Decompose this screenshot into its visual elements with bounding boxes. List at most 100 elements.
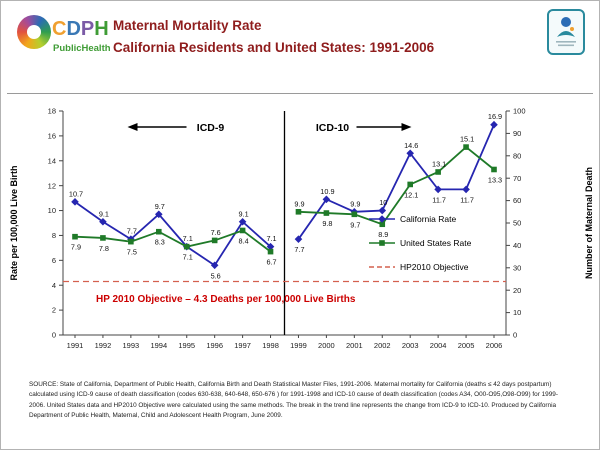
- svg-text:1997: 1997: [234, 341, 251, 350]
- svg-text:8: 8: [52, 231, 56, 240]
- svg-text:2004: 2004: [430, 341, 447, 350]
- data-point-label: 7.5: [127, 248, 137, 257]
- data-point-marker: [238, 217, 247, 226]
- data-point-marker: [267, 248, 274, 255]
- icd9-label: ICD-9: [197, 122, 225, 134]
- data-point-marker: [435, 169, 441, 175]
- title-line-2: California Residents and United States: …: [113, 40, 435, 55]
- data-point-marker: [294, 235, 303, 243]
- california-rate-series: 10.7 9.1 7.7 9.7 7.1 5.6 9.1 7.1 7.7 10.9 9.9 10 14.…: [69, 112, 502, 280]
- mortality-line-chart: 0 2 4 6 8 10 12 14 16 18 Rate per 100,000 Live Bir…: [9, 107, 594, 350]
- svg-text:0: 0: [513, 331, 517, 340]
- legend-label: United States Rate: [400, 238, 472, 248]
- svg-text:20: 20: [513, 286, 521, 295]
- data-point-marker: [351, 211, 358, 218]
- trend-line: [298, 145, 495, 226]
- x-axis: 1991 1992 1993 1994 1995 1996 1997 1998 1999 2000…: [67, 335, 503, 350]
- y-axis-left: 0 2 4 6 8 10 12 14 16 18 Rate per 100,000 Live Bir…: [9, 107, 63, 340]
- svg-text:70: 70: [513, 174, 521, 183]
- data-point-marker: [239, 227, 246, 234]
- svg-text:2000: 2000: [318, 341, 335, 350]
- svg-text:2005: 2005: [458, 341, 475, 350]
- data-point-marker: [155, 210, 163, 219]
- svg-text:2006: 2006: [486, 341, 503, 350]
- svg-text:2002: 2002: [374, 341, 391, 350]
- mcah-logo-graphic: [556, 17, 576, 47]
- data-point-label: 10.9: [320, 187, 334, 196]
- svg-text:Rate per 100,000 Live Birth: Rate per 100,000 Live Birth: [9, 165, 19, 280]
- data-point-marker: [322, 195, 331, 204]
- page-title: Maternal Mortality Rate California Resid…: [113, 15, 434, 59]
- cdph-letter: D: [66, 18, 81, 40]
- data-point-marker: [407, 181, 413, 188]
- svg-text:1995: 1995: [178, 341, 195, 350]
- data-point-label: 11.7: [460, 195, 474, 204]
- data-point-label: 8.4: [239, 236, 249, 245]
- legend-label: California Rate: [400, 214, 456, 224]
- svg-text:90: 90: [513, 129, 521, 138]
- svg-text:14: 14: [48, 156, 56, 165]
- hp2010-note: HP 2010 Objective – 4.3 Deaths per 100,0…: [96, 294, 356, 305]
- svg-text:Number of Maternal Death: Number of Maternal Death: [584, 167, 594, 279]
- data-point-marker: [99, 217, 107, 226]
- data-point-label: 5.6: [211, 271, 221, 280]
- data-point-label: 7.9: [71, 243, 81, 252]
- data-point-label: 9.7: [155, 202, 165, 211]
- svg-text:2: 2: [52, 306, 56, 315]
- data-point-label: 7.1: [183, 253, 193, 262]
- legend: California Rate United States Rate HP2010 …: [369, 214, 472, 272]
- data-point-label: 8.9: [378, 230, 388, 239]
- data-point-label: 16.9: [488, 112, 502, 121]
- data-point-marker: [323, 210, 330, 216]
- data-point-marker: [72, 233, 78, 240]
- svg-text:12: 12: [48, 181, 56, 190]
- data-point-label: 9.7: [350, 220, 360, 229]
- svg-text:6: 6: [52, 256, 56, 265]
- cdph-letter: C: [52, 18, 67, 40]
- right-arrow-icon: [401, 123, 412, 131]
- trend-line: [74, 201, 272, 267]
- data-point-marker: [378, 206, 387, 215]
- data-point-label: 13.3: [488, 175, 502, 184]
- slide-header: CDPH PublicHealth Maternal Mortality Rat…: [1, 1, 599, 93]
- svg-text:18: 18: [48, 107, 56, 116]
- cdph-subtitle: PublicHealth: [53, 43, 111, 54]
- icd10-label: ICD-10: [316, 122, 349, 134]
- data-point-marker: [379, 221, 386, 228]
- data-point-marker: [379, 240, 385, 246]
- svg-text:1991: 1991: [67, 341, 84, 350]
- data-point-marker: [156, 228, 162, 235]
- chart-area: 0 2 4 6 8 10 12 14 16 18 Rate per 100,000 Live Bir…: [1, 97, 599, 369]
- data-point-label: 9.1: [239, 209, 249, 218]
- cdph-swirl-icon: [17, 15, 51, 49]
- svg-text:2001: 2001: [346, 341, 363, 350]
- title-line-1: Maternal Mortality Rate: [113, 18, 262, 33]
- data-point-label: 12.1: [404, 190, 418, 199]
- svg-text:50: 50: [513, 219, 521, 228]
- data-point-label: 10.7: [69, 189, 83, 198]
- data-point-marker: [71, 198, 79, 206]
- data-point-label: 9.8: [322, 219, 332, 228]
- cdph-acronym: CDPH: [52, 19, 109, 39]
- cdph-letter: H: [94, 18, 109, 40]
- svg-text:1993: 1993: [123, 341, 140, 350]
- svg-text:2003: 2003: [402, 341, 419, 350]
- data-point-label: 9.9: [294, 199, 304, 208]
- left-arrow-icon: [127, 123, 138, 131]
- annotations: ICD-9 ICD-10 HP 2010 Objective – 4.3 Death…: [96, 122, 412, 305]
- legend-label: HP2010 Objective: [400, 262, 469, 272]
- y-axis-right: 0 10 20 30 40 50 60 70 80 90 100 Number of Maternal…: [506, 107, 594, 340]
- svg-text:0: 0: [52, 331, 56, 340]
- data-point-marker: [266, 242, 275, 251]
- data-point-label: 7.7: [127, 227, 137, 236]
- data-point-marker: [491, 166, 497, 173]
- mcah-program-logo: [547, 9, 585, 55]
- cdph-letter: P: [80, 18, 95, 40]
- data-point-label: 10: [379, 198, 387, 207]
- data-point-marker: [462, 185, 470, 194]
- svg-text:10: 10: [513, 308, 521, 317]
- data-point-label: 7.8: [99, 244, 109, 253]
- data-point-label: 6.7: [266, 258, 276, 267]
- svg-text:1998: 1998: [262, 341, 279, 350]
- svg-text:1994: 1994: [150, 341, 167, 350]
